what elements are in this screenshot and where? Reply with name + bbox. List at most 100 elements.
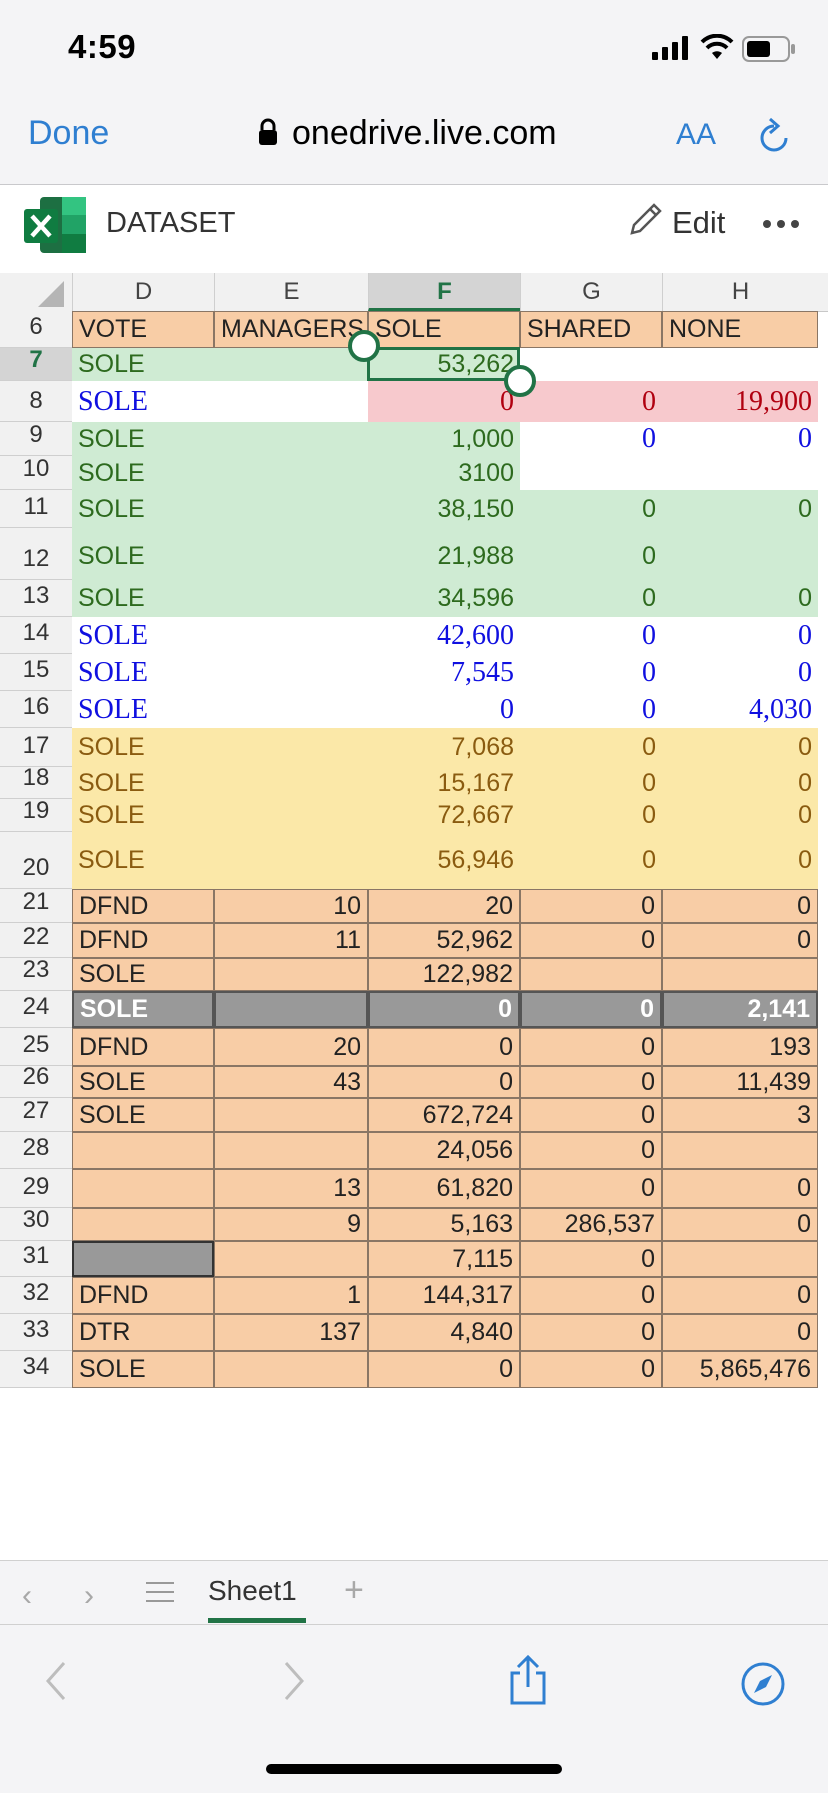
cell-h34[interactable]: 5,865,476 bbox=[662, 1351, 818, 1388]
text-size-button[interactable]: AA bbox=[676, 118, 716, 152]
row-header-23[interactable]: 23 bbox=[0, 956, 72, 991]
cell-d19[interactable]: SOLE bbox=[72, 799, 214, 832]
cell-f6[interactable]: SOLE bbox=[368, 311, 520, 348]
cell-h10[interactable] bbox=[662, 456, 818, 490]
back-icon[interactable] bbox=[44, 1661, 68, 1701]
row-header-18[interactable]: 18 bbox=[0, 764, 72, 799]
cell-d11[interactable]: SOLE bbox=[72, 490, 214, 528]
cell-h26[interactable]: 11,439 bbox=[662, 1066, 818, 1098]
column-header-e[interactable]: E bbox=[214, 273, 368, 311]
cell-e14[interactable] bbox=[214, 617, 368, 654]
cell-d24[interactable]: SOLE bbox=[72, 991, 214, 1028]
cell-g6[interactable]: SHARED bbox=[520, 311, 662, 348]
cell-d15[interactable]: SOLE bbox=[72, 654, 214, 691]
row-header-8[interactable]: 8 bbox=[0, 381, 72, 422]
cell-e28[interactable] bbox=[214, 1132, 368, 1169]
cell-h21[interactable]: 0 bbox=[662, 889, 818, 923]
cell-h7[interactable] bbox=[662, 348, 818, 381]
cell-g27[interactable]: 0 bbox=[520, 1098, 662, 1132]
row-header-14[interactable]: 14 bbox=[0, 617, 72, 654]
row-header-25[interactable]: 25 bbox=[0, 1028, 72, 1066]
cell-d8[interactable]: SOLE bbox=[72, 381, 214, 422]
cell-g26[interactable]: 0 bbox=[520, 1066, 662, 1098]
cell-h8[interactable]: 19,900 bbox=[662, 381, 818, 422]
cell-g18[interactable]: 0 bbox=[520, 767, 662, 799]
cell-g31[interactable]: 0 bbox=[520, 1241, 662, 1277]
cell-f20[interactable]: 56,946 bbox=[368, 832, 520, 889]
cell-f17[interactable]: 7,068 bbox=[368, 728, 520, 767]
cell-f34[interactable]: 0 bbox=[368, 1351, 520, 1388]
cell-h20[interactable]: 0 bbox=[662, 832, 818, 889]
cell-d32[interactable]: DFND bbox=[72, 1277, 214, 1314]
cell-d21[interactable]: DFND bbox=[72, 889, 214, 923]
row-header-21[interactable]: 21 bbox=[0, 888, 72, 923]
cell-h33[interactable]: 0 bbox=[662, 1314, 818, 1351]
sheet-tab-sheet1[interactable]: Sheet1 bbox=[208, 1575, 297, 1606]
cell-g22[interactable]: 0 bbox=[520, 923, 662, 958]
cell-d27[interactable]: SOLE bbox=[72, 1098, 214, 1132]
cell-e19[interactable] bbox=[214, 799, 368, 832]
cell-h32[interactable]: 0 bbox=[662, 1277, 818, 1314]
cell-h27[interactable]: 3 bbox=[662, 1098, 818, 1132]
column-header-d[interactable]: D bbox=[72, 273, 214, 311]
cell-h12[interactable] bbox=[662, 528, 818, 580]
column-header-f[interactable]: F bbox=[368, 273, 520, 311]
row-header-19[interactable]: 19 bbox=[0, 797, 72, 832]
cell-g24[interactable]: 0 bbox=[520, 991, 662, 1028]
row-header-13[interactable]: 13 bbox=[0, 580, 72, 617]
cell-e20[interactable] bbox=[214, 832, 368, 889]
cell-e32[interactable]: 1 bbox=[214, 1277, 368, 1314]
cell-e24[interactable] bbox=[214, 991, 368, 1028]
cell-e30[interactable]: 9 bbox=[214, 1208, 368, 1241]
cell-d31[interactable] bbox=[72, 1241, 214, 1277]
cell-g13[interactable]: 0 bbox=[520, 580, 662, 617]
row-header-34[interactable]: 34 bbox=[0, 1351, 72, 1388]
cell-e31[interactable] bbox=[214, 1241, 368, 1277]
cell-g19[interactable]: 0 bbox=[520, 799, 662, 832]
row-header-10[interactable]: 10 bbox=[0, 455, 72, 490]
cell-h6[interactable]: NONE bbox=[662, 311, 818, 348]
cell-d18[interactable]: SOLE bbox=[72, 767, 214, 799]
cell-d12[interactable]: SOLE bbox=[72, 528, 214, 580]
select-all-corner[interactable] bbox=[0, 273, 72, 311]
cell-f7[interactable]: 53,262 bbox=[368, 348, 520, 381]
sheet-list-icon[interactable] bbox=[146, 1581, 174, 1603]
cell-h28[interactable] bbox=[662, 1132, 818, 1169]
cell-e10[interactable] bbox=[214, 456, 368, 490]
cell-e9[interactable] bbox=[214, 422, 368, 456]
cell-f32[interactable]: 144,317 bbox=[368, 1277, 520, 1314]
cell-h13[interactable]: 0 bbox=[662, 580, 818, 617]
cell-d6[interactable]: VOTE bbox=[72, 311, 214, 348]
next-sheet-icon[interactable]: › bbox=[84, 1579, 94, 1612]
compass-icon[interactable] bbox=[740, 1661, 786, 1707]
edit-button[interactable]: Edit bbox=[672, 205, 726, 240]
cell-e7[interactable] bbox=[214, 348, 368, 381]
cell-f19[interactable]: 72,667 bbox=[368, 799, 520, 832]
cell-h24[interactable]: 2,141 bbox=[662, 991, 818, 1028]
cell-d28[interactable] bbox=[72, 1132, 214, 1169]
cell-g15[interactable]: 0 bbox=[520, 654, 662, 691]
cell-e29[interactable]: 13 bbox=[214, 1169, 368, 1208]
cell-h14[interactable]: 0 bbox=[662, 617, 818, 654]
cell-f10[interactable]: 3100 bbox=[368, 456, 520, 490]
cell-h22[interactable]: 0 bbox=[662, 923, 818, 958]
pencil-icon[interactable] bbox=[626, 201, 664, 241]
cell-f28[interactable]: 24,056 bbox=[368, 1132, 520, 1169]
cell-g11[interactable]: 0 bbox=[520, 490, 662, 528]
cell-h17[interactable]: 0 bbox=[662, 728, 818, 767]
cell-g23[interactable] bbox=[520, 958, 662, 991]
cell-g25[interactable]: 0 bbox=[520, 1028, 662, 1066]
cell-f11[interactable]: 38,150 bbox=[368, 490, 520, 528]
cell-d16[interactable]: SOLE bbox=[72, 691, 214, 728]
cell-d10[interactable]: SOLE bbox=[72, 456, 214, 490]
more-options-icon[interactable] bbox=[762, 219, 800, 229]
cell-d7[interactable]: SOLE bbox=[72, 348, 214, 381]
row-header-30[interactable]: 30 bbox=[0, 1206, 72, 1241]
cell-d9[interactable]: SOLE bbox=[72, 422, 214, 456]
row-header-20[interactable]: 20 bbox=[0, 832, 72, 889]
row-header-26[interactable]: 26 bbox=[0, 1063, 72, 1098]
add-sheet-icon[interactable]: + bbox=[344, 1571, 364, 1609]
cell-e23[interactable] bbox=[214, 958, 368, 991]
cell-g34[interactable]: 0 bbox=[520, 1351, 662, 1388]
